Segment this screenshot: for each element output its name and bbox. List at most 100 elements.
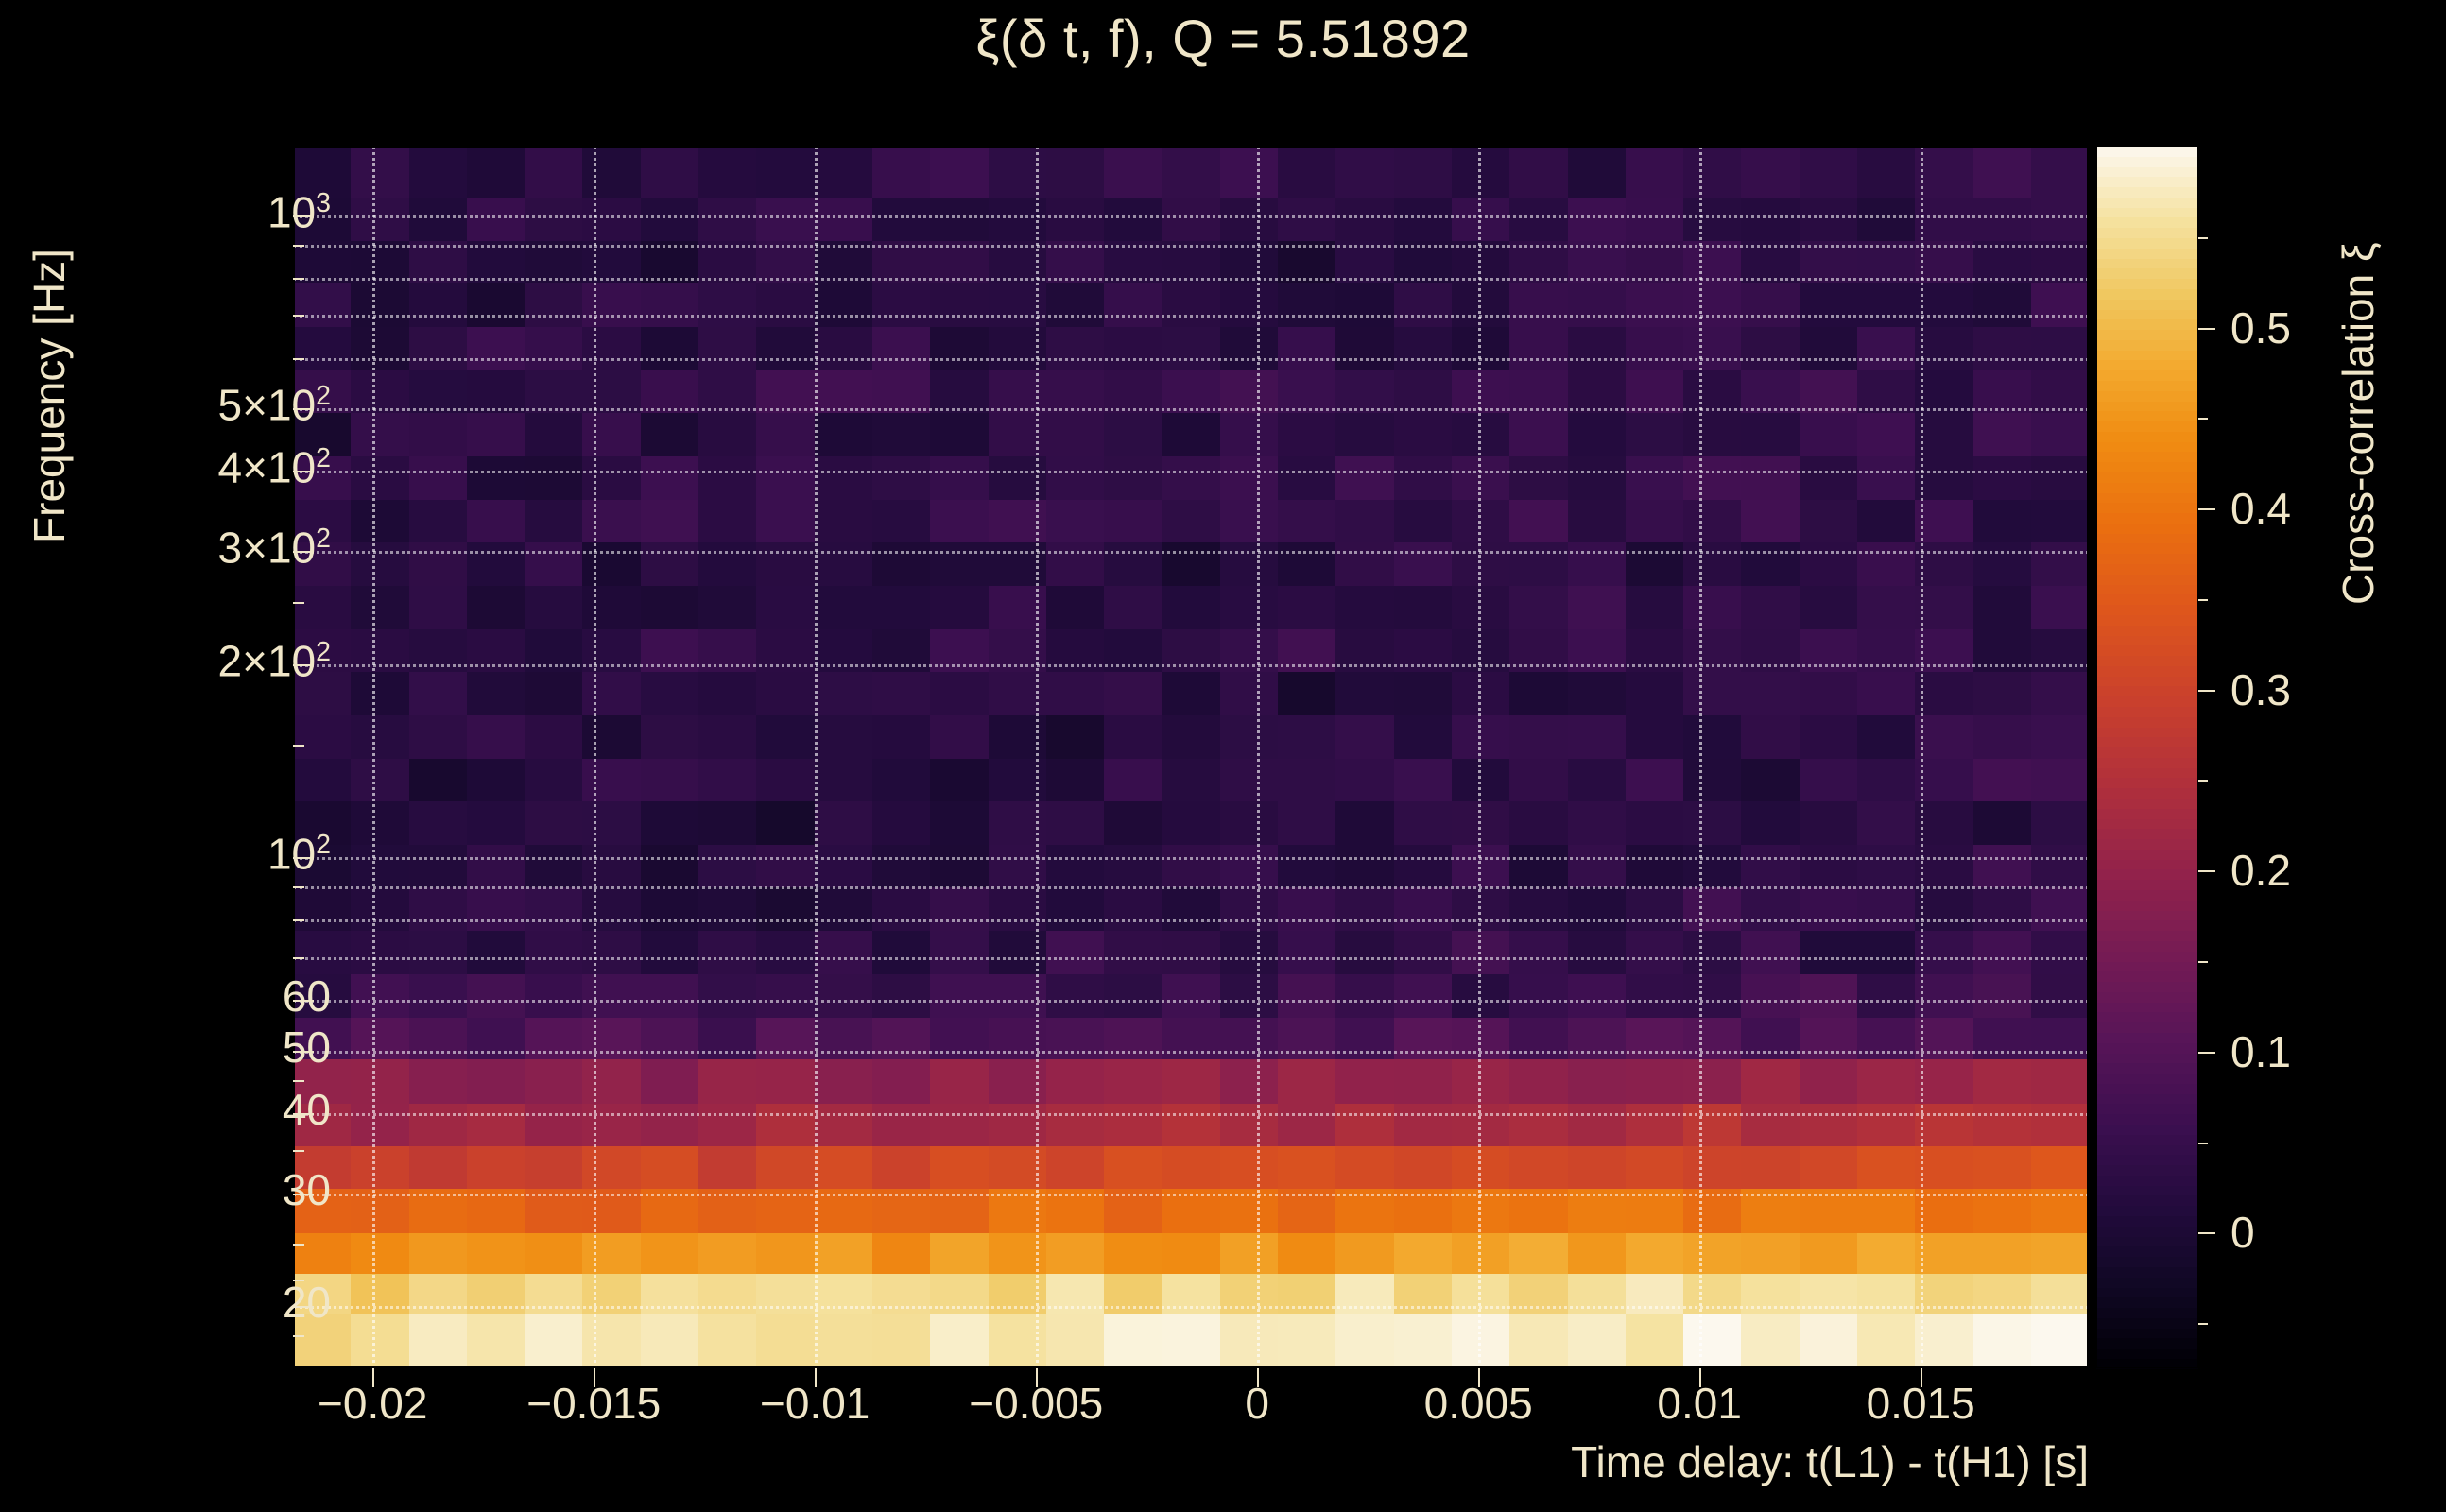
heatmap-cell [351, 1273, 409, 1314]
heatmap-cell [1451, 284, 1510, 327]
heatmap-cell [1625, 499, 1684, 543]
heatmap-cell [1335, 844, 1394, 888]
heatmap-cell [1104, 1146, 1163, 1190]
y-tick-mark-minor [293, 886, 304, 889]
colorbar-segment [2096, 482, 2198, 493]
heatmap-cell [1219, 1017, 1279, 1060]
heatmap-cell [466, 585, 525, 629]
heatmap-cell [2030, 369, 2089, 414]
colorbar[interactable] [2096, 146, 2198, 1369]
heatmap-cell [1625, 1059, 1684, 1104]
heatmap-cell [640, 1273, 699, 1314]
heatmap-cell [1683, 672, 1742, 715]
heatmap-cell [756, 198, 815, 241]
heatmap-cell [1393, 198, 1452, 241]
heatmap-cell [814, 1314, 872, 1368]
heatmap-cell [2030, 542, 2089, 586]
heatmap-cell [351, 369, 409, 414]
heatmap-cell [698, 973, 757, 1018]
x-tick-label: 0 [1245, 1379, 1269, 1428]
heatmap-cell [1451, 198, 1510, 241]
heatmap-cell [1509, 284, 1568, 327]
heatmap-cell [698, 369, 757, 414]
heatmap-cell [1857, 801, 1916, 845]
heatmap-cell [1104, 714, 1163, 759]
heatmap-cell [1567, 284, 1626, 327]
colorbar-segment [2096, 716, 2198, 728]
heatmap-cell [525, 1273, 583, 1314]
heatmap-cell [1104, 801, 1163, 845]
heatmap-cell [1567, 931, 1626, 974]
heatmap-cell [1509, 628, 1568, 673]
heatmap-cell [756, 1273, 815, 1314]
y-tick-mark [293, 1306, 314, 1309]
x-tick-mark [815, 1368, 818, 1387]
heatmap-cell [698, 844, 757, 888]
heatmap-cell [1045, 413, 1105, 456]
heatmap-cell [408, 369, 467, 414]
colorbar-segment [2096, 166, 2198, 178]
heatmap-cell [1451, 844, 1510, 888]
heatmap-cell [1683, 931, 1742, 974]
heatmap-column [871, 146, 931, 1368]
heatmap-cell [1741, 369, 1800, 414]
heatmap-cell [640, 628, 699, 673]
heatmap-cell [1972, 887, 2031, 932]
heatmap-cell [1219, 1233, 1279, 1274]
y-tick-mark-minor [293, 315, 304, 318]
heatmap-cell [293, 542, 352, 586]
heatmap-cell [930, 1273, 989, 1314]
heatmap-cell [1104, 499, 1163, 543]
heatmap-cell [1972, 672, 2031, 715]
heatmap-cell [1162, 1103, 1220, 1147]
heatmap-cell [582, 931, 641, 974]
heatmap-cell [1625, 628, 1684, 673]
heatmap-cell [1278, 1189, 1336, 1234]
heatmap-cell [466, 1146, 525, 1190]
heatmap-cell [2030, 198, 2089, 241]
heatmap-cell [1393, 973, 1452, 1018]
heatmap-cell [1799, 542, 1858, 586]
heatmap-cell [756, 1146, 815, 1190]
heatmap-cell [1625, 758, 1684, 802]
heatmap-cell [1393, 1189, 1452, 1234]
heatmap-cell [466, 499, 525, 543]
heatmap-cell [582, 1103, 641, 1147]
heatmap-cell [1683, 758, 1742, 802]
heatmap-column [1219, 146, 1279, 1368]
heatmap-cell [1567, 1017, 1626, 1060]
heatmap-cell [1451, 1273, 1510, 1314]
colorbar-segment [2096, 818, 2198, 830]
heatmap-cell [466, 1314, 525, 1368]
heatmap-cell [1972, 758, 2031, 802]
heatmap-cell [1162, 1017, 1220, 1060]
heatmap-cell [1335, 1314, 1394, 1368]
heatmap-plot-area[interactable] [293, 146, 2089, 1368]
heatmap-cell [640, 1017, 699, 1060]
heatmap-cell [814, 1017, 872, 1060]
heatmap-cell [1045, 1314, 1105, 1368]
x-tick-mark [1257, 1368, 1260, 1387]
heatmap-cell [988, 714, 1046, 759]
heatmap-column [1393, 146, 1452, 1368]
heatmap-cell [525, 844, 583, 888]
heatmap-cell [1625, 1103, 1684, 1147]
heatmap-cell [988, 198, 1046, 241]
heatmap-cell [988, 844, 1046, 888]
heatmap-cell [1393, 284, 1452, 327]
heatmap-cell [1799, 1273, 1858, 1314]
heatmap-cell [640, 327, 699, 370]
heatmap-cell [640, 455, 699, 500]
y-tick-mark-minor [293, 277, 304, 280]
heatmap-cell [408, 973, 467, 1018]
heatmap-cell [698, 585, 757, 629]
heatmap-cell [1219, 146, 1279, 198]
heatmap-cell [814, 1103, 872, 1147]
heatmap-cell [1219, 455, 1279, 500]
heatmap-cell [1104, 844, 1163, 888]
heatmap-cell [525, 240, 583, 284]
heatmap-cell [1741, 542, 1800, 586]
heatmap-cell [640, 1233, 699, 1274]
heatmap-cell [582, 672, 641, 715]
y-tick-mark [293, 471, 314, 473]
